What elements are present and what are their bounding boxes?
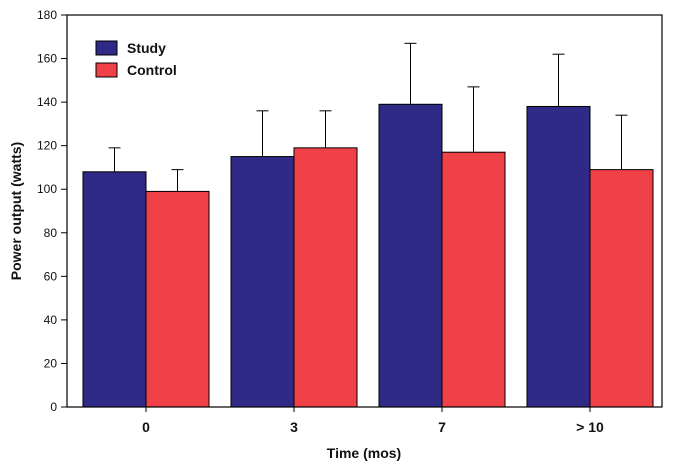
bar-control-10 (589, 169, 654, 408)
x-tick-label-0: 0 (142, 419, 150, 435)
legend-label-control: Control (127, 62, 177, 78)
x-tick-label-7: 7 (438, 419, 446, 435)
bar-control-3 (293, 147, 358, 408)
y-tick-label-0: 0 (50, 400, 57, 414)
plot-frame (66, 14, 663, 408)
x-tick-label-3: 3 (290, 419, 298, 435)
y-tick-label-140: 140 (37, 95, 57, 109)
legend-swatch-control (95, 62, 118, 78)
y-axis-title: Power output (watts) (8, 142, 24, 280)
y-axis-ticks: 0 20 40 60 80 100 120 140 160 180 (37, 8, 67, 414)
y-tick-label-40: 40 (44, 313, 58, 327)
y-tick-label-180: 180 (37, 8, 57, 22)
bar-study-3 (230, 156, 295, 408)
legend: Study Control (95, 40, 177, 78)
y-tick-label-120: 120 (37, 139, 57, 153)
y-tick-label-80: 80 (44, 226, 58, 240)
legend-label-study: Study (127, 40, 166, 56)
legend-swatch-study (95, 40, 118, 56)
bar-control-0 (145, 190, 210, 408)
bar-study-7 (378, 103, 443, 408)
x-axis-categories: 0 3 7 > 10 (142, 407, 604, 435)
y-tick-label-20: 20 (44, 356, 58, 370)
x-axis-title: Time (mos) (327, 445, 401, 461)
bars (82, 42, 654, 408)
y-tick-label-60: 60 (44, 269, 58, 283)
x-tick-label-10: > 10 (576, 419, 604, 435)
bar-study-0 (82, 171, 147, 408)
y-tick-label-100: 100 (37, 182, 57, 196)
y-tick-label-160: 160 (37, 52, 57, 66)
bar-study-10 (526, 105, 591, 408)
bar-control-7 (441, 151, 506, 408)
